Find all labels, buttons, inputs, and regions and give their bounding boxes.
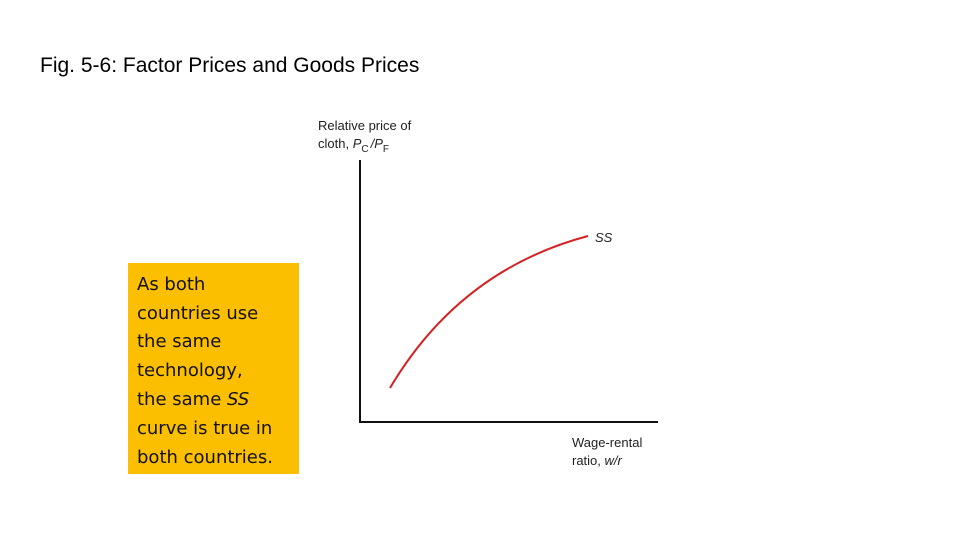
y-axis-subscript: C [361,144,368,155]
note-emphasis: SS [227,389,249,410]
y-axis-label: cloth, PC/PF [318,136,389,155]
y-axis-label-text: cloth, [318,136,349,151]
note-line: As both [137,274,205,295]
x-axis-label: ratio, w/r [572,453,623,468]
note-text: the same [137,389,221,410]
note-line: technology, [137,360,243,381]
x-axis-label-text: ratio, [572,453,601,468]
note-box [128,263,299,474]
note-line: the same [137,331,221,352]
note-line: the same SS [137,389,249,410]
y-axis-subscript: F [383,144,389,155]
y-axis-symbol: P [353,136,362,151]
y-axis-symbol: /P [370,136,384,151]
y-axis-label: Relative price of [318,118,412,133]
note-line: both countries. [137,447,273,468]
title: Fig. 5-6: Factor Prices and Goods Prices [40,54,419,77]
ss-curve [389,235,589,389]
note-line: curve is true in [137,418,272,439]
x-axis-symbol: w/r [605,453,623,468]
x-axis-label: Wage-rental [572,435,642,450]
note-line: countries use [137,303,258,324]
curve-label: SS [595,230,613,245]
